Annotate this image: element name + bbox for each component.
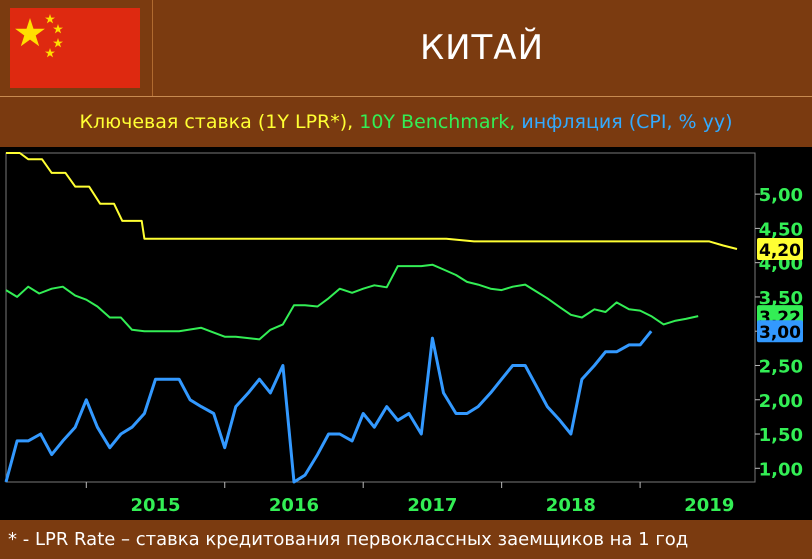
page-title: КИТАЙ — [419, 28, 545, 68]
y-tick-label: 4,50 — [759, 219, 803, 240]
header: КИТАЙ — [0, 0, 812, 96]
series-line-cpi — [4, 330, 653, 484]
series-line-10y-benchmark — [5, 263, 699, 341]
series-line-1y-lpr — [6, 152, 738, 250]
x-tick-label: 2017 — [407, 495, 457, 516]
subtitle-cpi: инфляция (CPI, % yy) — [521, 111, 733, 133]
divider — [0, 96, 812, 97]
chart-subtitle: Ключевая ставка (1Y LPR*), 10Y Benchmark… — [0, 97, 812, 147]
last-value-badge — [757, 237, 803, 260]
flag-box — [0, 0, 153, 96]
x-tick-label: 2016 — [269, 495, 319, 516]
y-tick-label: 1,00 — [759, 459, 803, 480]
last-value-badge — [757, 320, 803, 343]
y-tick-label: 2,50 — [759, 356, 803, 377]
china-flag-icon — [10, 8, 140, 88]
chart-area: 1,001,502,002,503,003,504,004,505,002015… — [0, 147, 812, 520]
y-tick-label: 1,50 — [759, 425, 803, 446]
x-tick-label: 2019 — [684, 495, 734, 516]
footnote: * - LPR Rate – ставка кредитования перво… — [0, 520, 812, 559]
line-chart: 1,001,502,002,503,003,504,004,505,002015… — [4, 152, 803, 516]
subtitle-lpr: Ключевая ставка (1Y LPR*), — [79, 111, 354, 133]
y-tick-label: 2,00 — [759, 391, 803, 412]
last-value-label: 4,20 — [759, 241, 801, 261]
last-value-label: 3,00 — [759, 323, 801, 343]
x-tick-label: 2018 — [546, 495, 596, 516]
plot-frame — [5, 152, 756, 483]
y-tick-label: 5,00 — [759, 185, 803, 206]
y-tick-label: 3,50 — [759, 288, 803, 309]
subtitle-benchmark: 10Y Benchmark, — [359, 111, 516, 133]
x-tick-label: 2015 — [130, 495, 180, 516]
